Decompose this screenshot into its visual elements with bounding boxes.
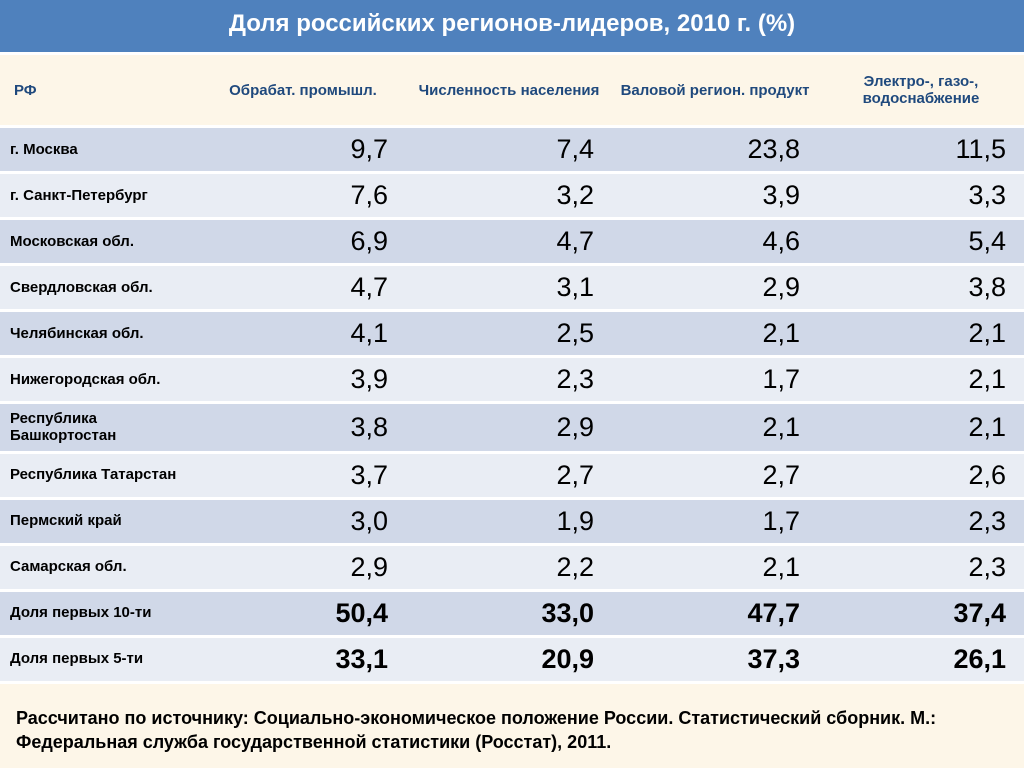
table-row: Свердловская обл.4,73,12,93,8 <box>0 265 1024 311</box>
row-label: г. Москва <box>0 127 200 173</box>
cell-value: 2,3 <box>406 357 612 403</box>
cell-value: 47,7 <box>612 590 818 636</box>
row-label: Республика Татарстан <box>0 452 200 498</box>
cell-value: 2,7 <box>406 452 612 498</box>
cell-value: 3,7 <box>200 452 406 498</box>
row-label: Нижегородская обл. <box>0 357 200 403</box>
table-header-row: РФОбрабат. промышл.Численность населения… <box>0 55 1024 127</box>
cell-value: 20,9 <box>406 636 612 682</box>
table-row: Нижегородская обл.3,92,31,72,1 <box>0 357 1024 403</box>
cell-value: 2,6 <box>818 452 1024 498</box>
cell-value: 2,9 <box>200 544 406 590</box>
cell-value: 4,7 <box>406 219 612 265</box>
cell-value: 2,1 <box>818 357 1024 403</box>
col-header: Численность населения <box>406 55 612 127</box>
cell-value: 3,0 <box>200 498 406 544</box>
cell-value: 26,1 <box>818 636 1024 682</box>
cell-value: 33,1 <box>200 636 406 682</box>
cell-value: 2,5 <box>406 311 612 357</box>
cell-value: 6,9 <box>200 219 406 265</box>
cell-value: 4,7 <box>200 265 406 311</box>
table-row: Пермский край3,01,91,72,3 <box>0 498 1024 544</box>
footnote: Рассчитано по источнику: Социально-эконо… <box>0 684 1024 755</box>
table-row: Доля первых 5-ти33,120,937,326,1 <box>0 636 1024 682</box>
row-label: Московская обл. <box>0 219 200 265</box>
cell-value: 3,9 <box>612 173 818 219</box>
cell-value: 2,3 <box>818 544 1024 590</box>
row-label: Свердловская обл. <box>0 265 200 311</box>
col-header-region: РФ <box>0 55 200 127</box>
cell-value: 37,3 <box>612 636 818 682</box>
cell-value: 3,8 <box>200 403 406 453</box>
table-row: г. Санкт-Петербург7,63,23,93,3 <box>0 173 1024 219</box>
cell-value: 7,6 <box>200 173 406 219</box>
cell-value: 1,7 <box>612 357 818 403</box>
row-label: Доля первых 10-ти <box>0 590 200 636</box>
table-row: Республика Башкортостан3,82,92,12,1 <box>0 403 1024 453</box>
cell-value: 2,1 <box>612 544 818 590</box>
cell-value: 4,1 <box>200 311 406 357</box>
cell-value: 23,8 <box>612 127 818 173</box>
cell-value: 1,9 <box>406 498 612 544</box>
cell-value: 11,5 <box>818 127 1024 173</box>
cell-value: 2,3 <box>818 498 1024 544</box>
cell-value: 3,8 <box>818 265 1024 311</box>
cell-value: 7,4 <box>406 127 612 173</box>
page-title: Доля российских регионов-лидеров, 2010 г… <box>0 0 1024 55</box>
table-row: г. Москва9,77,423,811,5 <box>0 127 1024 173</box>
table-row: Московская обл.6,94,74,65,4 <box>0 219 1024 265</box>
table-row: Самарская обл.2,92,22,12,3 <box>0 544 1024 590</box>
cell-value: 2,1 <box>818 311 1024 357</box>
table-row: Челябинская обл.4,12,52,12,1 <box>0 311 1024 357</box>
data-table: РФОбрабат. промышл.Численность населения… <box>0 55 1024 684</box>
table-row: Доля первых 10-ти50,433,047,737,4 <box>0 590 1024 636</box>
cell-value: 3,3 <box>818 173 1024 219</box>
cell-value: 2,9 <box>406 403 612 453</box>
row-label: Республика Башкортостан <box>0 403 200 453</box>
cell-value: 1,7 <box>612 498 818 544</box>
row-label: Челябинская обл. <box>0 311 200 357</box>
cell-value: 3,1 <box>406 265 612 311</box>
cell-value: 2,1 <box>612 403 818 453</box>
row-label: г. Санкт-Петербург <box>0 173 200 219</box>
cell-value: 5,4 <box>818 219 1024 265</box>
cell-value: 3,9 <box>200 357 406 403</box>
cell-value: 33,0 <box>406 590 612 636</box>
cell-value: 50,4 <box>200 590 406 636</box>
cell-value: 2,2 <box>406 544 612 590</box>
cell-value: 2,7 <box>612 452 818 498</box>
row-label: Доля первых 5-ти <box>0 636 200 682</box>
cell-value: 4,6 <box>612 219 818 265</box>
cell-value: 2,1 <box>612 311 818 357</box>
row-label: Пермский край <box>0 498 200 544</box>
table-row: Республика Татарстан3,72,72,72,6 <box>0 452 1024 498</box>
cell-value: 9,7 <box>200 127 406 173</box>
col-header: Электро-, газо-, водоснабжение <box>818 55 1024 127</box>
row-label: Самарская обл. <box>0 544 200 590</box>
col-header: Обрабат. промышл. <box>200 55 406 127</box>
col-header: Валовой регион. продукт <box>612 55 818 127</box>
cell-value: 2,1 <box>818 403 1024 453</box>
cell-value: 2,9 <box>612 265 818 311</box>
cell-value: 3,2 <box>406 173 612 219</box>
cell-value: 37,4 <box>818 590 1024 636</box>
